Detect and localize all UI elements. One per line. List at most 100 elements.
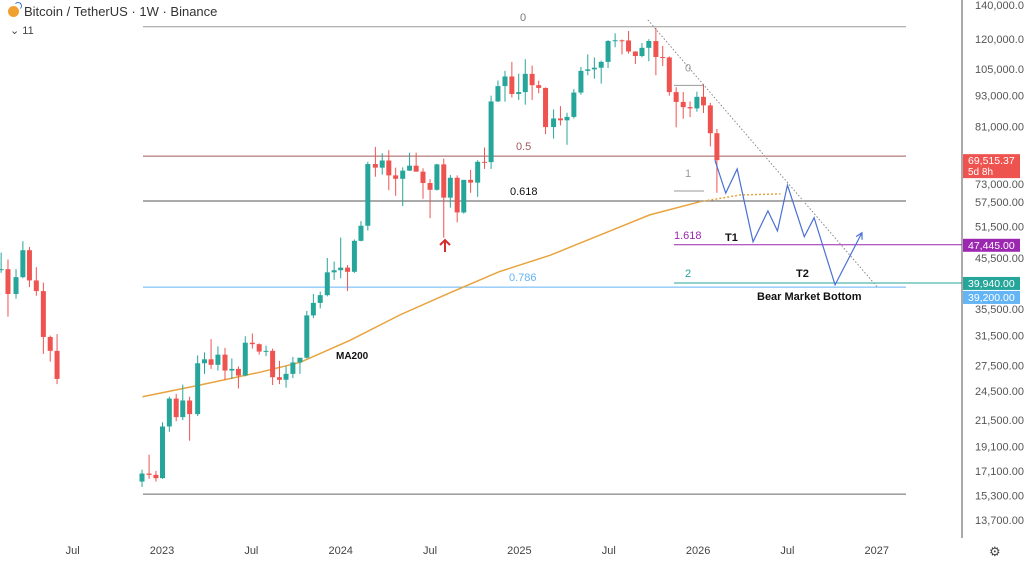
projection-arrowhead-icon bbox=[855, 231, 863, 240]
candle-body bbox=[619, 40, 625, 42]
candle-body bbox=[372, 164, 378, 168]
candle bbox=[304, 310, 310, 359]
price-tag-value: 39,940.00 bbox=[968, 278, 1015, 290]
candle bbox=[509, 61, 515, 98]
price-tag-value: 69,515.37 bbox=[968, 155, 1015, 167]
fib-label: 0.618 bbox=[510, 186, 538, 198]
candle bbox=[276, 360, 282, 385]
candle-body bbox=[304, 315, 310, 358]
candle-body bbox=[482, 161, 488, 163]
candle bbox=[605, 40, 611, 69]
price-axis-label: 15,300.00 bbox=[975, 491, 1024, 503]
candle bbox=[598, 60, 604, 84]
bear-market-bottom-label: Bear Market Bottom bbox=[757, 291, 862, 303]
candle bbox=[687, 101, 693, 118]
candle-body bbox=[612, 40, 618, 42]
candle bbox=[632, 51, 638, 64]
price-axis-label: 73,000.00 bbox=[975, 179, 1024, 191]
candle bbox=[673, 87, 679, 128]
candle bbox=[146, 454, 152, 479]
price-tag-countdown: 5d 8h bbox=[968, 167, 993, 178]
candle-body bbox=[434, 164, 440, 190]
price-tag-bg bbox=[963, 290, 1020, 304]
candle bbox=[639, 43, 645, 58]
candle bbox=[516, 73, 522, 100]
candle-body bbox=[598, 61, 604, 68]
candle-body bbox=[427, 183, 433, 190]
price-tag-bg bbox=[963, 238, 1020, 252]
candle-body bbox=[543, 87, 549, 128]
t1-label: T1 bbox=[725, 232, 738, 244]
price-axis-label: 81,000.00 bbox=[975, 121, 1024, 133]
candle-body bbox=[345, 267, 351, 272]
candle-body bbox=[146, 473, 152, 475]
candle bbox=[54, 334, 60, 385]
candle bbox=[571, 89, 577, 119]
candle-body bbox=[420, 171, 426, 184]
candle bbox=[331, 261, 337, 280]
candle bbox=[591, 57, 597, 79]
candle-body bbox=[393, 175, 399, 179]
candle-body bbox=[310, 302, 316, 316]
candle bbox=[434, 163, 440, 191]
time-axis-label: Jul bbox=[602, 545, 616, 557]
gear-icon[interactable]: ⚙ bbox=[989, 544, 1001, 559]
candle-body bbox=[297, 357, 303, 363]
candle bbox=[166, 396, 172, 432]
candle-body bbox=[673, 92, 679, 102]
candle-body bbox=[591, 67, 597, 70]
candle-body bbox=[54, 350, 60, 379]
fib-label: 0.5 bbox=[516, 141, 531, 153]
candle-body bbox=[358, 225, 364, 241]
fib-label: 0.786 bbox=[509, 272, 537, 284]
candle bbox=[646, 39, 652, 62]
candle-body bbox=[509, 76, 515, 94]
candle-body bbox=[632, 51, 638, 57]
candle-body bbox=[5, 269, 11, 294]
candle bbox=[153, 470, 159, 482]
candle bbox=[256, 343, 262, 355]
price-axis-label: 17,100.00 bbox=[975, 466, 1024, 478]
candle-body bbox=[229, 368, 235, 371]
candle-body bbox=[40, 291, 46, 337]
candle bbox=[475, 160, 481, 197]
price-tag-value: 47,445.00 bbox=[968, 240, 1015, 252]
time-axis-label: 2024 bbox=[328, 545, 352, 557]
candle-body bbox=[33, 280, 39, 292]
candle-body bbox=[400, 170, 406, 179]
candle bbox=[33, 267, 39, 296]
candle-body bbox=[454, 177, 460, 213]
candle bbox=[173, 393, 179, 422]
price-axis-label: 24,500.00 bbox=[975, 386, 1024, 398]
candle-body bbox=[13, 277, 19, 294]
price-tag: 47,445.00 bbox=[963, 238, 1020, 252]
candle bbox=[297, 357, 303, 374]
candle-body bbox=[215, 354, 221, 365]
candle bbox=[249, 333, 255, 349]
symbol-header[interactable]: Bitcoin / TetherUS · 1W · Binance bbox=[8, 2, 218, 19]
plot-area bbox=[0, 19, 962, 495]
candle-body bbox=[202, 359, 208, 364]
t2-label: T2 bbox=[796, 268, 809, 280]
candle bbox=[263, 345, 269, 357]
price-tag-bg bbox=[963, 154, 1020, 179]
fib-label: 0 bbox=[520, 12, 526, 24]
candle-body bbox=[646, 41, 652, 48]
candle-body bbox=[47, 336, 53, 351]
candle-body bbox=[461, 179, 467, 213]
candle-body bbox=[159, 426, 165, 479]
candle bbox=[441, 158, 447, 238]
candle-body bbox=[235, 368, 241, 376]
candle bbox=[5, 259, 11, 317]
candle-body bbox=[564, 116, 570, 121]
symbol-title: Bitcoin / TetherUS · 1W · Binance bbox=[24, 4, 218, 19]
candle bbox=[468, 169, 474, 193]
indicators-toggle[interactable]: ⌄ 11 bbox=[10, 25, 34, 37]
candle-body bbox=[488, 101, 494, 163]
candle bbox=[338, 237, 344, 279]
candle-body bbox=[222, 354, 228, 371]
candle-body bbox=[195, 363, 201, 415]
candle-body bbox=[379, 160, 385, 168]
candle bbox=[585, 54, 591, 76]
